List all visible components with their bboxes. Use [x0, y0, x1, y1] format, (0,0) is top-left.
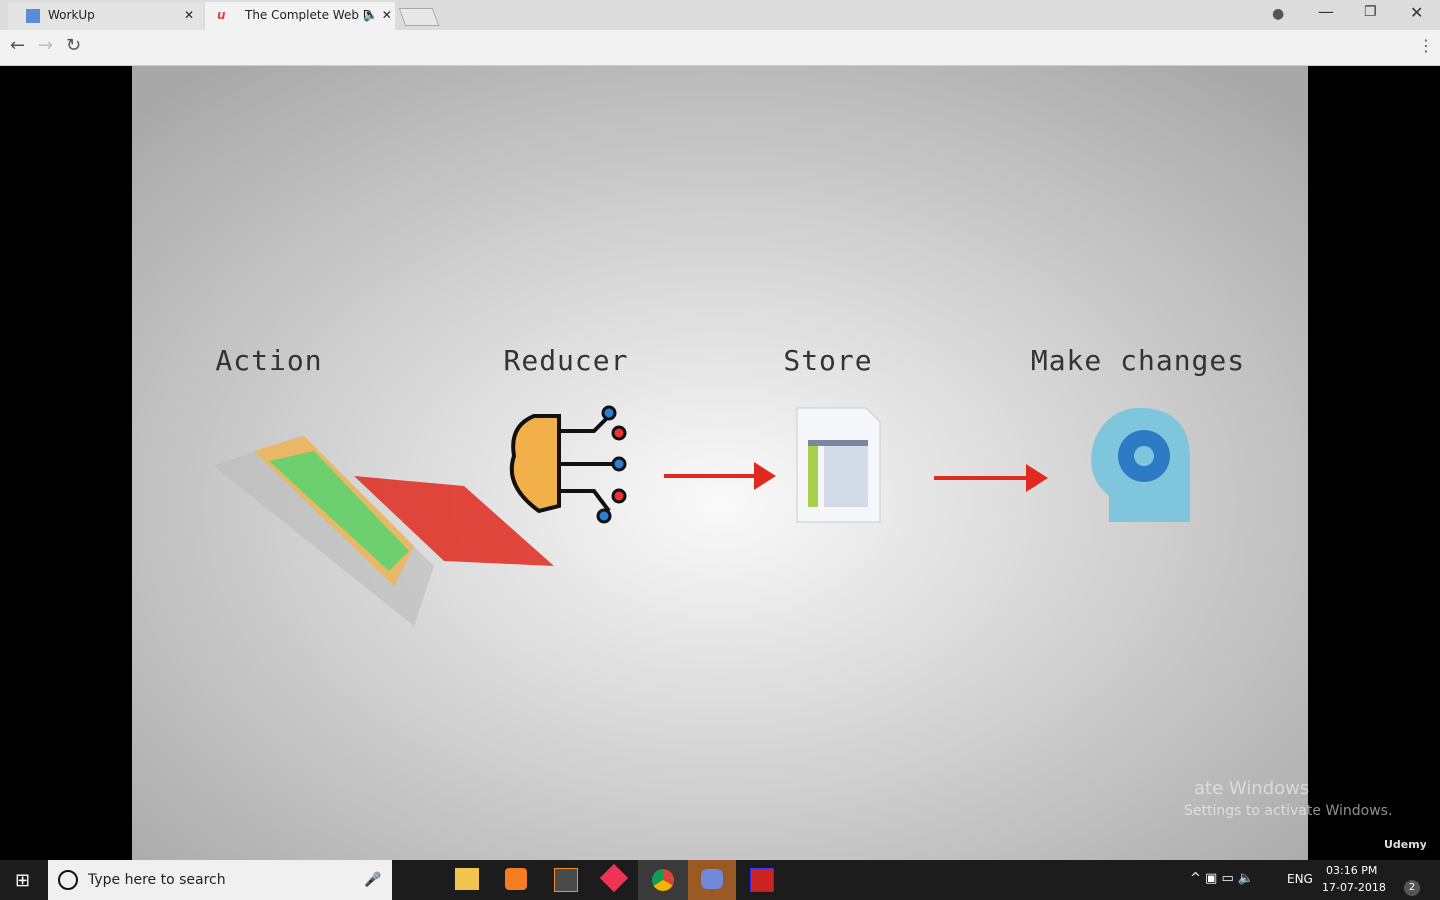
tab-active[interactable]: The Complete Web D 🔈 ✕ u [205, 2, 395, 30]
app-icon-active[interactable] [638, 860, 688, 900]
step-label: Reducer [503, 344, 628, 377]
taskbar: ⊞ Type here to search 🎤 ^ ▣ ▭ 🔈 ENG 03:1… [0, 860, 1440, 900]
app-icon[interactable] [505, 868, 527, 890]
store-icon [796, 407, 881, 523]
tab-title: WorkUp [48, 8, 95, 22]
profile[interactable]: ● [1272, 6, 1285, 22]
clock-time[interactable]: 03:16 PM [1326, 864, 1378, 877]
toolbar: ← → ↻ 🔒 Secure https://www.udemy.com/the… [0, 30, 1440, 91]
tab[interactable]: WorkUp ✕ [8, 2, 203, 30]
step-label: Store [783, 344, 872, 377]
language[interactable]: ENG [1287, 872, 1313, 886]
back[interactable]: ← [10, 35, 26, 56]
search-placeholder: Type here to search [88, 872, 226, 888]
watermark: ate Windows [1194, 778, 1309, 799]
app-icon[interactable] [599, 863, 629, 893]
start[interactable]: ⊞ [15, 870, 31, 891]
watermark: Settings to activate Windows. [1184, 803, 1392, 819]
app-icon[interactable] [554, 868, 578, 892]
brand: Udemy [1384, 838, 1426, 851]
title-bar: WorkUp ✕ The Complete Web D 🔈 ✕ u ● — ❐ ✕ [0, 0, 1440, 30]
new-tab[interactable] [398, 8, 440, 26]
mind-icon [1091, 407, 1190, 522]
slide: Action Reducer Store Make changes ate Wi… [132, 66, 1427, 860]
minimize[interactable]: — [1318, 2, 1334, 21]
action-icon [214, 436, 554, 626]
reducer-icon [509, 405, 627, 524]
app-icon[interactable] [455, 868, 479, 890]
favicon [26, 9, 40, 23]
search-box[interactable]: Type here to search 🎤 [48, 860, 392, 900]
tab-title: The Complete Web D [245, 8, 372, 22]
notification-badge[interactable]: 2 [1404, 880, 1420, 896]
menu[interactable]: ⋮ [1418, 36, 1434, 55]
clock-date[interactable]: 17-07-2018 [1322, 881, 1386, 894]
arrow [934, 464, 1048, 492]
step-label: Action [215, 344, 322, 377]
app-icon-active[interactable] [688, 860, 736, 900]
reload[interactable]: ↻ [66, 35, 82, 56]
tray-icons[interactable]: ^ ▣ ▭ 🔈 [1190, 871, 1255, 886]
video-player[interactable]: Action Reducer Store Make changes ate Wi… [14, 66, 1427, 860]
app-icon[interactable] [750, 868, 774, 892]
maximize[interactable]: ❐ [1364, 4, 1377, 20]
close[interactable]: ✕ [1410, 3, 1424, 22]
forward[interactable]: → [38, 35, 54, 56]
arrow [664, 462, 776, 490]
step-label: Make changes [1031, 344, 1245, 377]
